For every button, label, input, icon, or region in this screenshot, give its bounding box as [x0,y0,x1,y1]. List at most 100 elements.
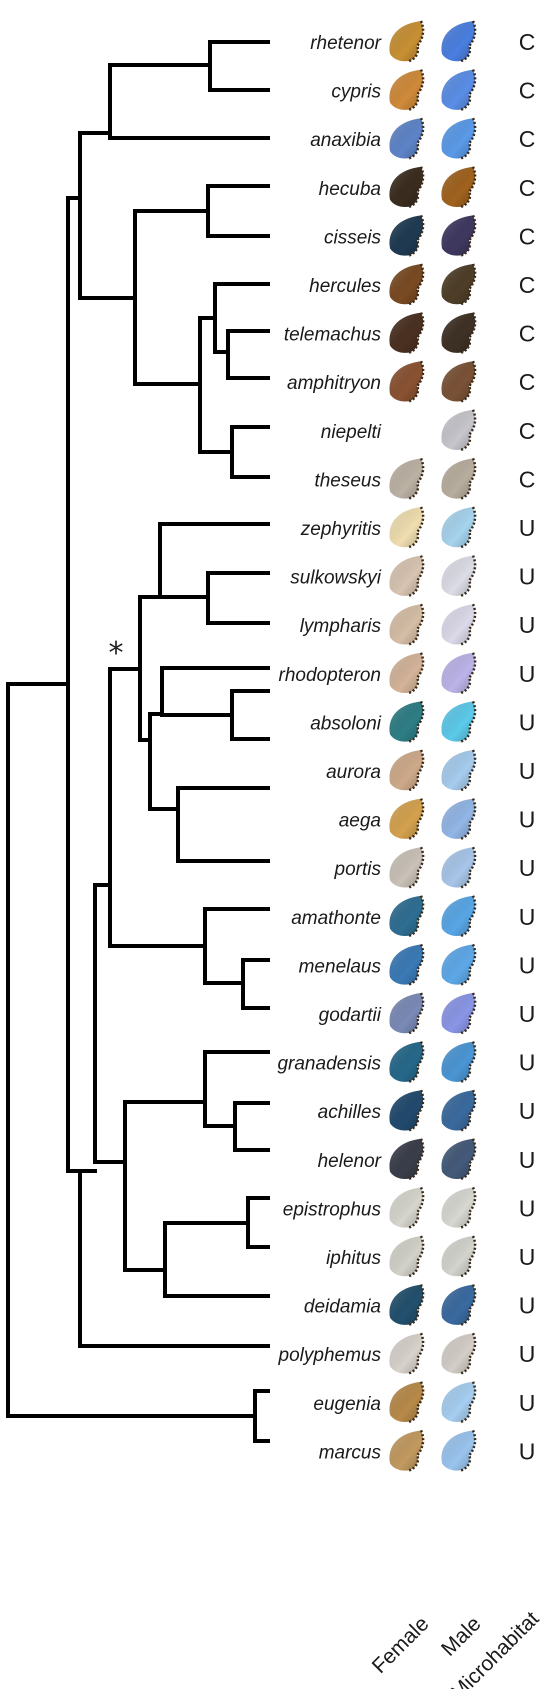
microhabitat-code: U [519,1438,536,1464]
female-wing-swatch [389,749,425,792]
male-wing-swatch-margin [460,166,477,209]
male-wing-swatch-margin [460,700,477,743]
female-wing-swatch [389,1381,425,1424]
female-wing-swatch [389,1235,425,1278]
species-name: granadensis [277,1054,381,1075]
female-wing-swatch [389,846,425,889]
species-row: cypris C [331,69,535,111]
female-wing-swatch [389,263,425,306]
female-wing-swatch-margin [408,749,425,792]
male-wing-swatch-margin [460,312,477,354]
female-wing-swatch-margin [408,555,425,597]
male-wing-swatch [441,360,477,403]
male-wing-swatch-shading [441,361,476,402]
female-wing-swatch-margin [408,1186,425,1229]
female-wing-swatch [389,69,425,111]
male-wing-swatch [441,652,477,695]
species-row: sulkowskyi U [290,555,535,597]
species-row: lympharis U [300,603,536,646]
male-wing-swatch [441,1041,477,1083]
female-wing-swatch-shading [389,944,424,985]
male-wing-swatch-shading [441,895,476,937]
male-wing-swatch-shading [441,215,476,256]
male-wing-swatch-shading [441,1138,476,1180]
branch-hercules-group [198,316,234,454]
branch-rhetenor-group [108,63,270,140]
female-wing-swatch [389,457,425,500]
species-name: hecuba [319,179,381,200]
female-wing-swatch [389,312,425,354]
species-row: marcus U [319,1429,536,1472]
species-row: deidamia U [304,1284,536,1326]
female-wing-swatch-margin [408,700,425,743]
species-row: rhetenor C [310,20,535,63]
species-row: helenor U [318,1138,535,1181]
female-wing-swatch [389,20,425,63]
microhabitat-code: C [519,223,536,249]
male-wing-swatch-shading [441,21,476,62]
branch-hecuba-cisseis [206,184,270,238]
male-wing-swatch [441,1284,477,1326]
species-row: granadensis U [277,1041,535,1083]
male-wing-swatch [441,1332,477,1375]
female-wing-swatch-margin [408,1089,425,1132]
female-wing-swatch-shading [389,458,424,499]
branch-core [66,196,82,1173]
male-wing-swatch-shading [441,1430,476,1471]
female-wing-swatch-shading [389,895,424,937]
male-wing-swatch-shading [441,604,476,645]
male-wing-swatch [441,457,477,500]
species-name: achilles [318,1102,382,1123]
species-name: deidamia [304,1297,381,1318]
species-name: helenor [318,1151,382,1172]
species-name: anaxibia [310,130,381,151]
species-row: eugenia U [313,1381,535,1424]
female-wing-swatch [389,700,425,743]
female-wing-swatch-shading [389,361,424,402]
male-wing-swatch-shading [441,847,476,888]
female-wing-swatch-margin [408,69,425,111]
species-name: theseus [314,470,381,491]
branch-hercules-telemachus [213,282,270,354]
microhabitat-code: U [519,855,536,881]
female-wing-swatch [389,360,425,403]
male-wing-swatch [441,943,477,986]
branch-achilles-helenor [233,1101,270,1152]
species-row: cisseis C [324,214,536,257]
microhabitat-code: C [519,272,536,298]
microhabitat-code: U [519,661,536,687]
female-wing-swatch [389,117,425,160]
species-row: achilles U [318,1089,535,1132]
species-row: polyphemus U [278,1332,535,1375]
female-wing-swatch [389,214,425,257]
species-row: absoloni U [310,700,535,743]
microhabitat-code: U [519,612,536,638]
female-wing-swatch-margin [408,1332,425,1375]
male-wing-swatch-margin [460,20,477,63]
male-wing-swatch-shading [441,166,476,208]
microhabitat-code: U [519,1293,536,1319]
species-name: godartii [319,1005,382,1026]
microhabitat-code: C [519,369,536,395]
male-wing-swatch-margin [460,603,477,646]
branch-granadensis-group [203,1050,270,1128]
tree-branches [6,40,270,1443]
male-wing-swatch-margin [460,943,477,986]
species-row: menelaus U [299,943,535,986]
female-wing-swatch-shading [389,1333,424,1374]
species-row: rhodopteron U [279,652,536,695]
species-name: amphitryon [287,373,381,394]
species-name: cisseis [324,227,382,248]
male-wing-swatch-margin [460,1041,477,1083]
male-wing-swatch-margin [460,992,477,1035]
female-wing-swatch-shading [389,1041,424,1082]
male-wing-swatch [441,1381,477,1424]
male-wing-swatch [441,1138,477,1181]
male-wing-swatch-shading [441,798,476,839]
branch-clade-eugenia-marcus [253,1389,270,1443]
male-wing-swatch [441,555,477,597]
female-wing-swatch-shading [389,1284,424,1325]
branch-aega-portis [176,786,270,863]
female-wing-swatch-margin [408,1041,425,1083]
